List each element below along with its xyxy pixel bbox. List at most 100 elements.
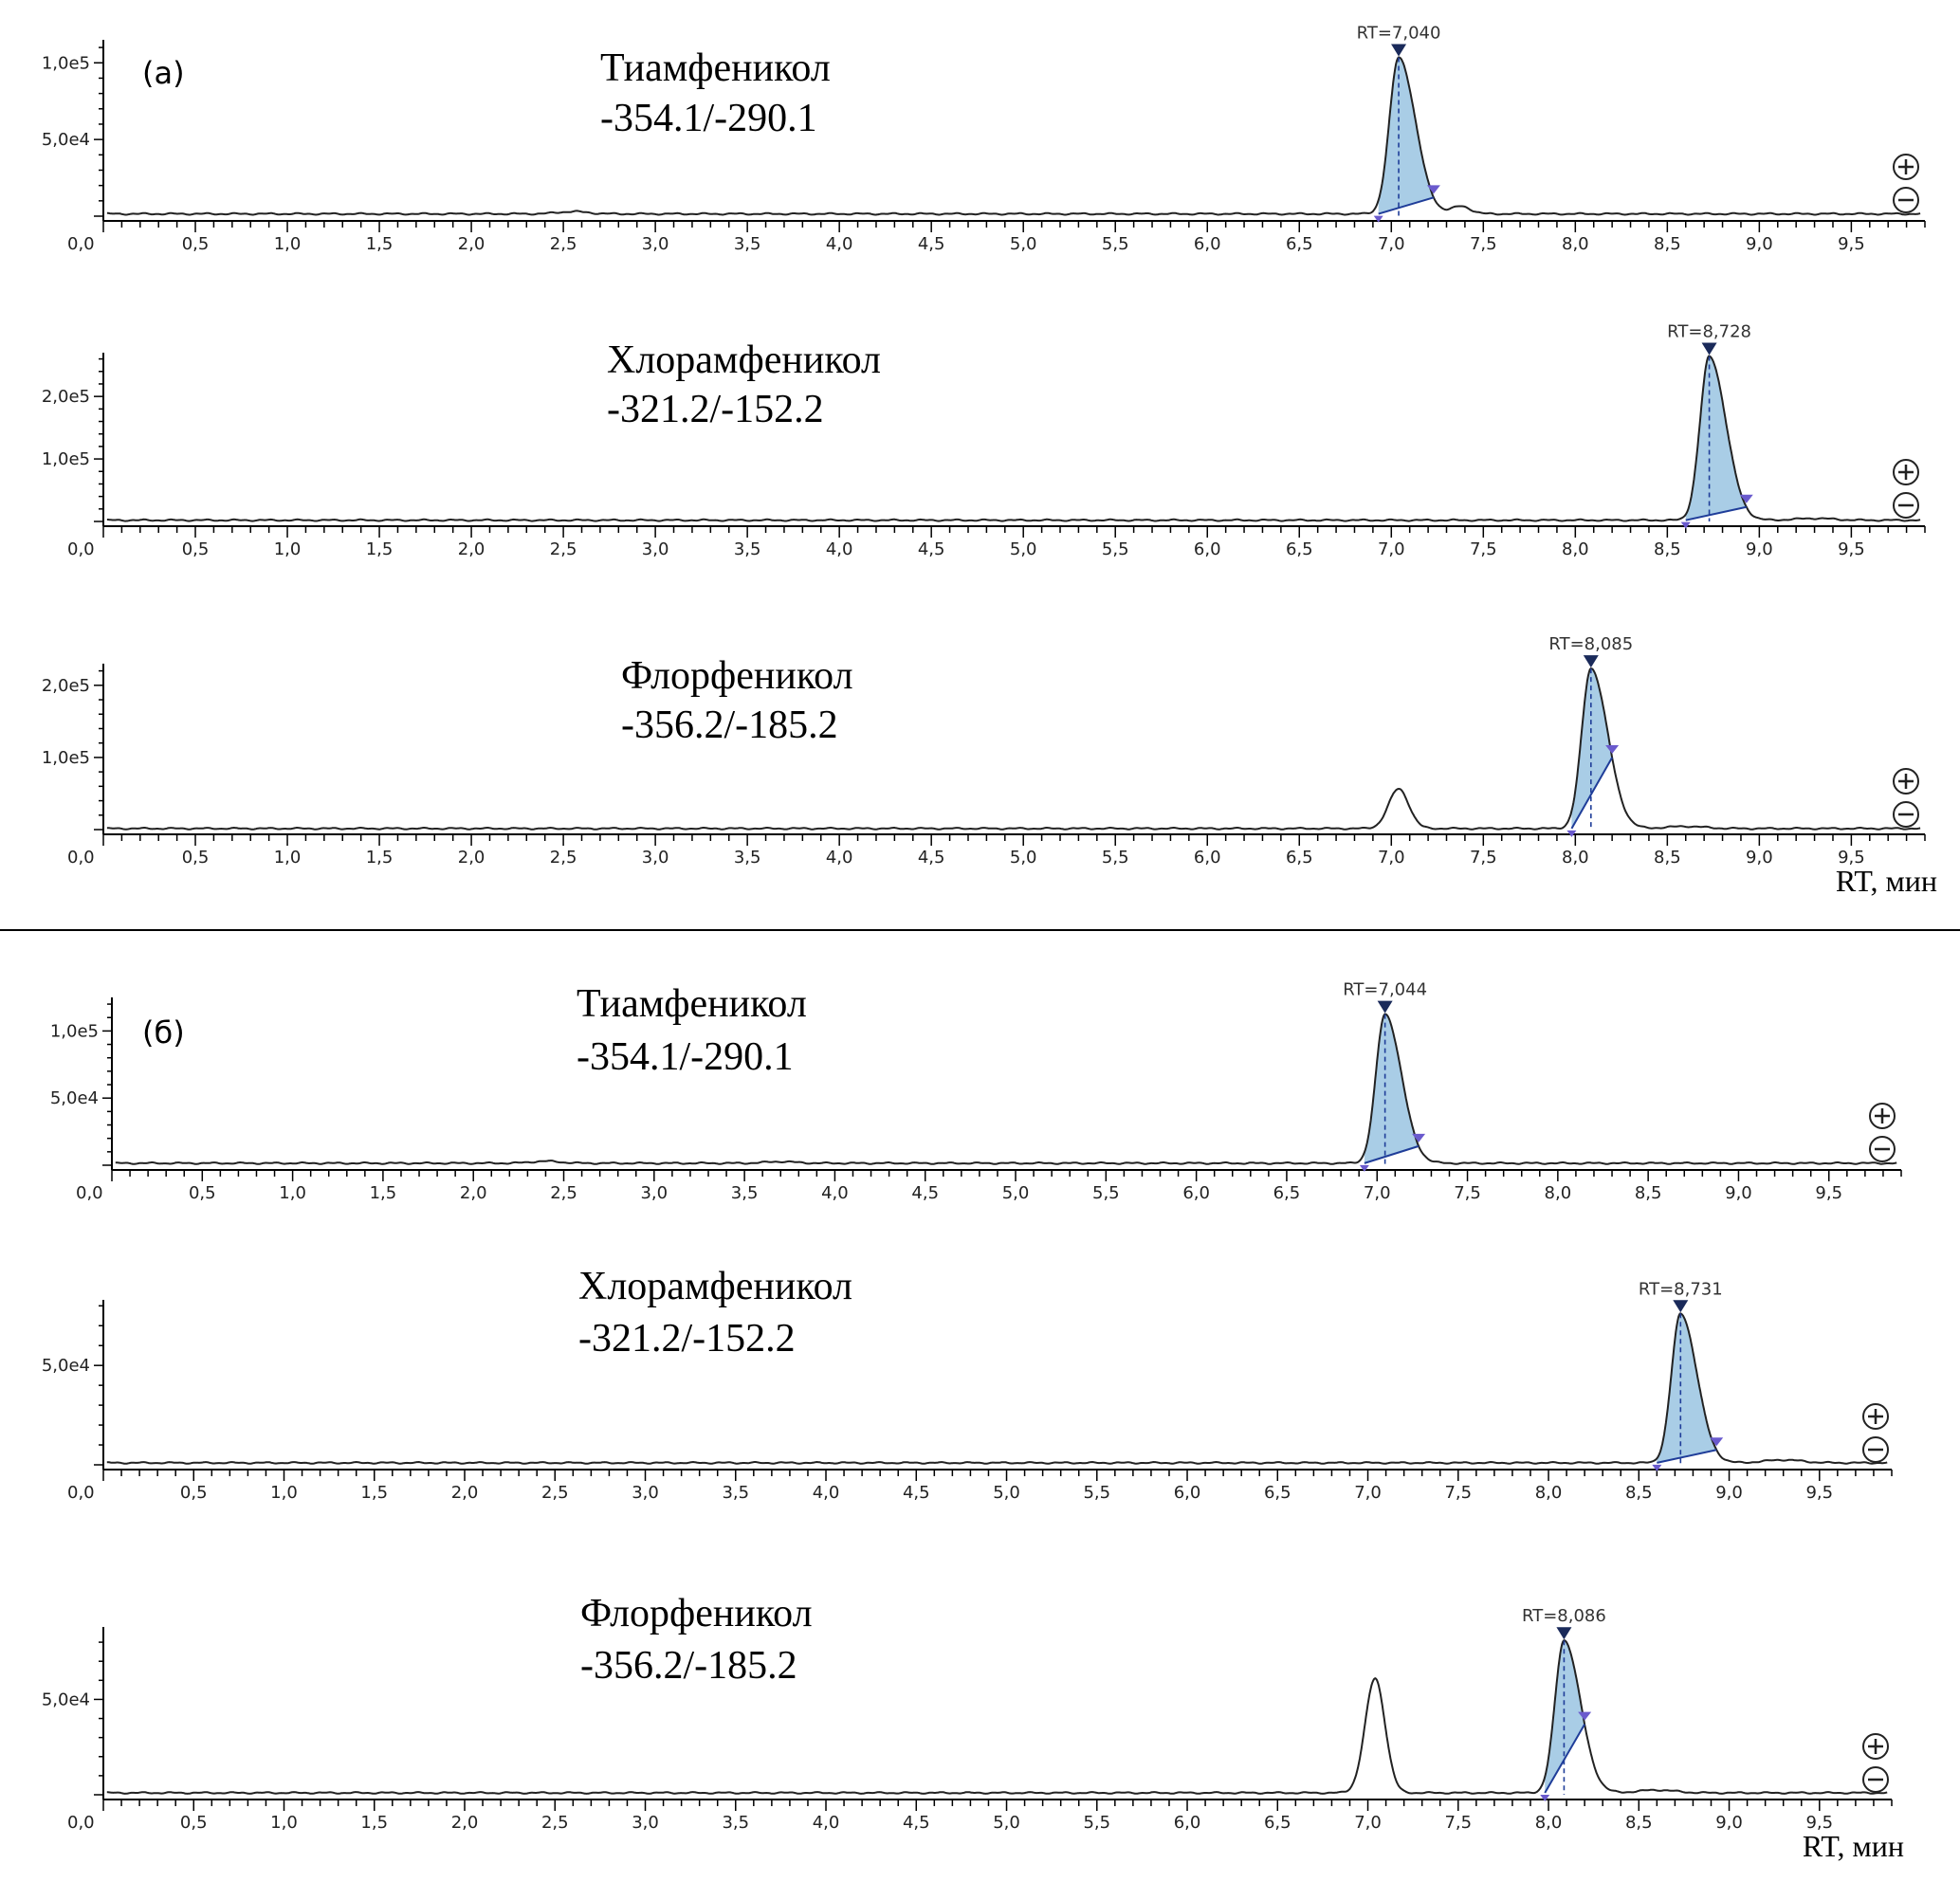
- zoom-out-icon[interactable]: [1862, 1436, 1889, 1463]
- x-tick-label: 4,0: [813, 1813, 840, 1833]
- x-tick-label: 9,0: [1725, 1183, 1752, 1203]
- peak-area: [1378, 57, 1434, 214]
- x-tick-label: 7,5: [1470, 234, 1497, 254]
- x-tick-label: 9,5: [1815, 1183, 1842, 1203]
- x-tick-label: 6,5: [1264, 1483, 1291, 1503]
- x-axis-unit-label: RT, мин: [1836, 864, 1937, 898]
- mrm-transition: -321.2/-152.2: [607, 388, 824, 431]
- integration-start-marker: [1680, 521, 1691, 529]
- x-tick-label: 9,0: [1746, 539, 1773, 559]
- y-tick-label: 1,0e5: [42, 449, 90, 469]
- zoom-in-icon[interactable]: [1893, 768, 1919, 795]
- peak-area: [1685, 356, 1747, 521]
- x-tick-label: 7,0: [1354, 1813, 1382, 1833]
- zoom-in-icon[interactable]: [1893, 459, 1919, 485]
- x-tick-label: 4,5: [918, 848, 945, 868]
- x-tick-label: 1,5: [366, 234, 394, 254]
- x-tick-label: 4,5: [918, 539, 945, 559]
- x-tick-label: 9,5: [1838, 848, 1865, 868]
- x-tick-label: 3,0: [642, 234, 669, 254]
- x-tick-label: 6,5: [1264, 1813, 1291, 1833]
- integration-start-marker: [1566, 830, 1577, 837]
- peak-area: [1657, 1313, 1717, 1463]
- x-tick-label: 1,0: [279, 1183, 306, 1203]
- x-tick-label: 5,0: [1010, 234, 1037, 254]
- rt-marker-icon: [1377, 1000, 1393, 1014]
- chromatogram-panel: 0,0 0,5 1,0 1,5 2,0 2,5 3,0 3,5 4,0 4,5 5,0 5,5 6,0 6…: [50, 980, 1902, 1203]
- x-tick-label: 5,5: [1083, 1813, 1110, 1833]
- zoom-in-icon[interactable]: [1869, 1103, 1896, 1129]
- zoom-out-icon[interactable]: [1893, 187, 1919, 213]
- x-tick-label: 5,0: [1002, 1183, 1030, 1203]
- x-tick-label: 5,0: [993, 1483, 1020, 1503]
- x-tick-label: 7,5: [1444, 1813, 1472, 1833]
- integration-end-marker: [1578, 1711, 1592, 1721]
- x-tick-label: 6,5: [1286, 848, 1313, 868]
- x-tick-label: 4,5: [903, 1483, 930, 1503]
- x-tick-label: 0,5: [180, 1813, 208, 1833]
- x-axis-unit-label: RT, мин: [1803, 1829, 1904, 1863]
- x-tick-label: 4,0: [826, 539, 853, 559]
- x-tick-label: 6,0: [1182, 1183, 1210, 1203]
- x-tick-label: 6,0: [1194, 848, 1221, 868]
- y-tick-label: 0,0: [67, 1813, 95, 1833]
- x-tick-label: 9,5: [1838, 234, 1865, 254]
- panel-label: (a): [142, 55, 185, 91]
- zoom-in-icon[interactable]: [1862, 1403, 1889, 1430]
- chromatogram-trace: [106, 355, 1921, 522]
- x-tick-label: 8,0: [1535, 1813, 1563, 1833]
- y-tick-label: 0,0: [67, 234, 95, 254]
- compound-name: Тиамфеникол: [600, 46, 831, 90]
- x-tick-label: 8,0: [1562, 848, 1589, 868]
- zoom-out-icon[interactable]: [1893, 801, 1919, 828]
- rt-label: RT=8,728: [1667, 321, 1751, 341]
- x-tick-label: 6,5: [1286, 539, 1313, 559]
- x-tick-label: 2,0: [451, 1483, 479, 1503]
- x-tick-label: 2,5: [550, 1183, 577, 1203]
- x-tick-label: 6,5: [1273, 1183, 1301, 1203]
- rt-marker-icon: [1583, 655, 1599, 668]
- y-tick-label: 5,0e4: [50, 1088, 99, 1108]
- rt-marker-icon: [1673, 1300, 1689, 1313]
- x-tick-label: 2,0: [460, 1183, 487, 1203]
- zoom-out-icon[interactable]: [1893, 492, 1919, 519]
- y-tick-label: 0,0: [76, 1183, 103, 1203]
- x-tick-label: 5,5: [1083, 1483, 1110, 1503]
- integration-baseline: [1378, 196, 1435, 215]
- x-tick-label: 9,0: [1715, 1813, 1743, 1833]
- integration-end-marker: [1710, 1437, 1724, 1447]
- x-tick-label: 9,5: [1805, 1813, 1833, 1833]
- x-tick-label: 4,5: [903, 1813, 930, 1833]
- y-tick-label: 0,0: [67, 848, 95, 868]
- compound-name: Хлорамфеникол: [578, 1265, 852, 1308]
- mrm-transition: -356.2/-185.2: [580, 1644, 797, 1688]
- x-tick-label: 2,0: [458, 234, 485, 254]
- y-tick-label: 2,0e5: [42, 676, 90, 696]
- mrm-transition: -321.2/-152.2: [578, 1317, 796, 1361]
- x-tick-label: 1,5: [360, 1483, 388, 1503]
- mrm-transition: -354.1/-290.1: [577, 1035, 794, 1079]
- zoom-in-icon[interactable]: [1893, 154, 1919, 180]
- integration-end-marker: [1739, 494, 1753, 503]
- x-tick-label: 7,5: [1470, 848, 1497, 868]
- zoom-out-icon[interactable]: [1862, 1766, 1889, 1793]
- integration-end-marker: [1412, 1133, 1426, 1142]
- integration-baseline: [1544, 1724, 1586, 1794]
- x-tick-label: 3,5: [731, 1183, 759, 1203]
- x-tick-label: 1,5: [366, 539, 394, 559]
- x-tick-label: 6,0: [1194, 539, 1221, 559]
- zoom-out-icon[interactable]: [1869, 1136, 1896, 1162]
- y-tick-label: 5,0e4: [42, 1690, 90, 1709]
- x-tick-label: 5,5: [1102, 539, 1129, 559]
- x-tick-label: 0,5: [182, 848, 210, 868]
- chromatogram-panel: 0,0 0,5 1,0 1,5 2,0 2,5 3,0 3,5 4,0 4,5 5,0 5,5 6,0 6…: [42, 321, 1926, 559]
- x-tick-label: 7,0: [1378, 539, 1405, 559]
- x-tick-label: 6,5: [1286, 234, 1313, 254]
- x-tick-label: 8,5: [1654, 848, 1681, 868]
- x-tick-label: 5,0: [1010, 848, 1037, 868]
- zoom-in-icon[interactable]: [1862, 1733, 1889, 1760]
- x-tick-label: 8,0: [1545, 1183, 1572, 1203]
- integration-start-marker: [1359, 1164, 1369, 1172]
- x-tick-label: 0,5: [180, 1483, 208, 1503]
